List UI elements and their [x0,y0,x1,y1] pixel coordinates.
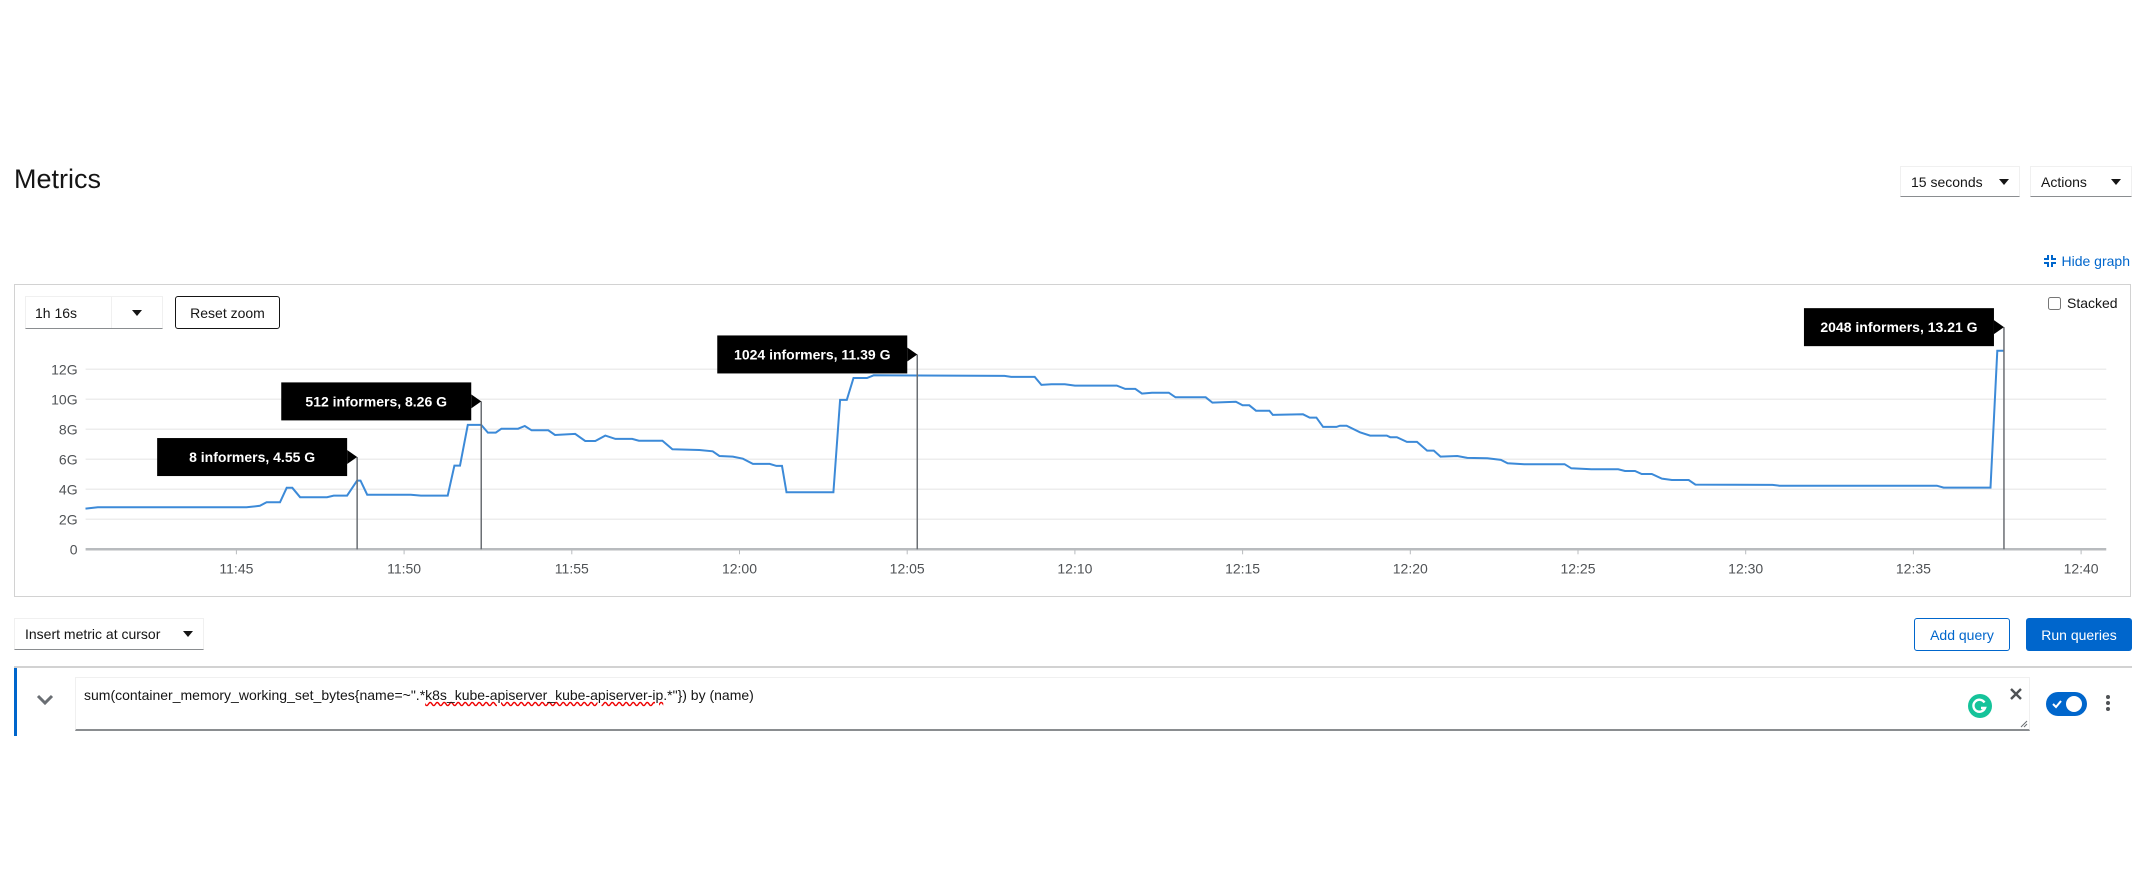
graph-card [14,284,2131,597]
reset-zoom-button[interactable]: Reset zoom [175,296,280,329]
query-enable-toggle[interactable] [2046,692,2087,716]
y-tick-label: 12G [51,361,77,377]
y-tick-label: 2G [59,511,78,527]
query-text-misspelled: k8s_kube-apiserver_kube-apiserver-ip [425,687,664,703]
stacked-checkbox-wrapper[interactable]: Stacked [2048,295,2118,311]
annotation-box [1803,308,1994,347]
compress-icon [2043,255,2056,267]
time-range-dropdown[interactable]: 1h 16s [25,296,163,329]
annotation: 8 informers, 4.55 G [157,438,358,550]
x-tick-label: 12:20 [1393,560,1428,576]
x-tick-label: 11:55 [555,560,589,576]
x-tick-label: 12:35 [1896,560,1931,576]
annotation-arrow [907,347,918,362]
annotation-label: 1024 informers, 11.39 G [734,346,891,362]
x-tick-label: 12:30 [1728,560,1763,576]
insert-metric-label: Insert metric at cursor [25,626,161,642]
hide-graph-label: Hide graph [2061,253,2131,269]
kebab-icon[interactable] [2104,694,2112,712]
annotation-box [157,438,348,477]
resize-handle-icon[interactable] [2020,720,2028,728]
y-tick-label: 4G [59,481,78,497]
x-tick-label: 12:00 [722,560,757,576]
query-expression-input[interactable]: sum(container_memory_working_set_bytes{n… [75,677,2030,731]
caret-down-icon [1999,178,2009,185]
time-range-value: 1h 16s [35,304,78,321]
caret-down-icon [2111,178,2121,185]
query-text-start: sum(container_memory_working_set_bytes{n… [84,687,426,703]
annotation: 2048 informers, 13.21 G [1803,308,2005,550]
hide-graph-button[interactable]: Hide graph [2043,253,2131,269]
time-range-toggle[interactable] [111,297,162,328]
run-queries-button[interactable]: Run queries [2026,618,2132,651]
memory-line-chart: 11:45 11:50 11:55 12:00 12:05 12:10 12:15 12:20… [51,308,2107,576]
series-line [85,349,2004,510]
annotation: 512 informers, 8.26 G [281,382,482,550]
x-tick-label: 12:05 [890,560,925,576]
refresh-interval-value: 15 seconds [1911,173,1983,190]
add-query-button[interactable]: Add query [1914,618,2010,651]
annotation: 1024 informers, 11.39 G [717,335,919,550]
annotation-label: 2048 informers, 13.21 G [1820,319,1977,335]
query-text-end: .*"}) by (name) [663,687,754,703]
y-tick-label: 6G [59,451,78,467]
caret-down-icon [183,631,193,637]
query-active-indicator [14,668,17,736]
x-tick-label: 11:45 [219,560,253,576]
annotation-label: 8 informers, 4.55 G [189,449,315,465]
annotation-arrow [471,394,482,409]
y-tick-label: 0 [70,541,78,557]
stacked-checkbox[interactable] [2048,296,2061,310]
actions-dropdown[interactable]: Actions [2030,166,2132,197]
check-icon [2052,700,2062,709]
y-tick-label: 10G [51,391,77,407]
page-title: Metrics [14,164,101,194]
annotation-label: 512 informers, 8.26 G [305,393,447,409]
x-tick-label: 11:50 [387,560,421,576]
divider [14,666,2132,668]
close-icon[interactable] [2009,687,2023,701]
chevron-down-icon[interactable] [36,694,54,706]
x-tick-label: 12:15 [1225,560,1260,576]
x-tick-label: 12:10 [1057,560,1092,576]
refresh-interval-dropdown[interactable]: 15 seconds [1900,166,2020,197]
stacked-label: Stacked [2067,295,2118,311]
annotation-arrow [1993,320,2004,335]
insert-metric-dropdown[interactable]: Insert metric at cursor [14,618,204,650]
x-tick-label: 12:25 [1560,560,1595,576]
x-tick-label: 12:40 [2064,560,2099,576]
caret-down-icon [132,309,142,316]
annotation-box [281,382,472,421]
annotation-box [717,335,908,374]
grammarly-icon[interactable] [1968,694,1992,718]
y-tick-label: 8G [59,421,78,437]
annotation-arrow [347,450,358,465]
actions-label: Actions [2041,173,2087,190]
